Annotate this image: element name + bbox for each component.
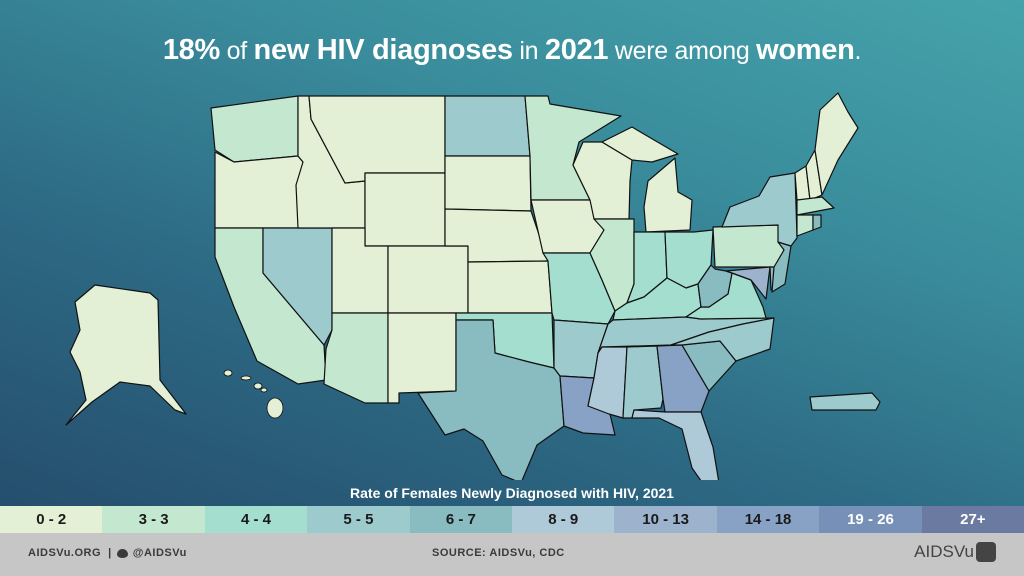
state-ks[interactable] <box>467 260 553 314</box>
state-wy[interactable] <box>364 172 446 247</box>
footer: AIDSVu.ORG | @AIDSVu SOURCE: AIDSVu, CDC… <box>0 533 1024 576</box>
state-nm[interactable] <box>387 312 457 404</box>
headline-segment: were among <box>608 37 757 65</box>
state-pr[interactable] <box>809 392 881 411</box>
state-nc[interactable] <box>670 317 775 362</box>
state-hi[interactable] <box>253 382 263 390</box>
headline-segment: . <box>854 37 862 65</box>
state-or[interactable] <box>214 151 304 229</box>
aidsvu-logo: AIDSVu <box>914 542 996 562</box>
legend-bin: 0 - 2 <box>0 506 103 533</box>
website-and-twitter: AIDSVu.ORG | @AIDSVu <box>28 547 187 559</box>
state-me[interactable] <box>814 92 859 196</box>
state-ak[interactable] <box>65 284 187 426</box>
twitter-icon <box>116 548 128 558</box>
headline: 18% of new HIV diagnoses in 2021 were am… <box>0 34 1024 67</box>
legend-bin: 5 - 5 <box>307 506 410 533</box>
legend-bin: 14 - 18 <box>716 506 820 533</box>
state-hi[interactable] <box>260 387 268 393</box>
state-fl[interactable] <box>631 409 720 480</box>
state-ri[interactable] <box>812 214 822 231</box>
headline-segment: 18% <box>162 34 220 66</box>
logo-text: AIDSVu <box>914 542 974 561</box>
twitter-handle[interactable]: @AIDSVu <box>132 547 187 559</box>
state-wa[interactable] <box>210 95 299 163</box>
state-az[interactable] <box>323 312 389 404</box>
state-mi_up[interactable] <box>601 126 679 163</box>
state-hi[interactable] <box>266 397 284 419</box>
legend-bin: 4 - 4 <box>204 506 308 533</box>
legend-bin: 8 - 9 <box>512 506 615 533</box>
state-mn[interactable] <box>524 95 622 201</box>
state-tx[interactable] <box>417 319 565 480</box>
state-hi[interactable] <box>223 369 233 377</box>
legend-bin: 19 - 26 <box>819 506 922 533</box>
legend-bin: 6 - 7 <box>409 506 513 533</box>
state-pa[interactable] <box>712 224 785 268</box>
headline-segment: women <box>756 34 855 66</box>
us-choropleth-map <box>65 92 881 480</box>
headline-segment: of <box>220 37 254 65</box>
legend-bin: 10 - 13 <box>614 506 717 533</box>
state-al[interactable] <box>622 345 664 419</box>
state-wi[interactable] <box>572 141 633 220</box>
state-hi[interactable] <box>240 375 252 381</box>
headline-segment: new HIV diagnoses <box>253 34 513 66</box>
headline-segment: in <box>512 37 545 65</box>
headline-segment: 2021 <box>544 34 609 66</box>
state-co[interactable] <box>387 245 469 314</box>
state-ny[interactable] <box>721 172 798 247</box>
state-sd[interactable] <box>444 155 532 212</box>
legend-bin: 3 - 3 <box>102 506 205 533</box>
state-mi[interactable] <box>643 157 693 233</box>
state-md[interactable] <box>725 266 771 300</box>
state-ma[interactable] <box>796 196 835 216</box>
us-map-logo-icon <box>976 542 996 562</box>
legend-title: Rate of Females Newly Diagnosed with HIV… <box>350 485 674 501</box>
state-nd[interactable] <box>444 95 531 157</box>
source-text: SOURCE: AIDSVu, CDC <box>432 547 565 559</box>
state-ct[interactable] <box>796 214 814 237</box>
website-link[interactable]: AIDSVu.ORG | <box>28 547 112 559</box>
legend-bin: 27+ <box>921 506 1024 533</box>
